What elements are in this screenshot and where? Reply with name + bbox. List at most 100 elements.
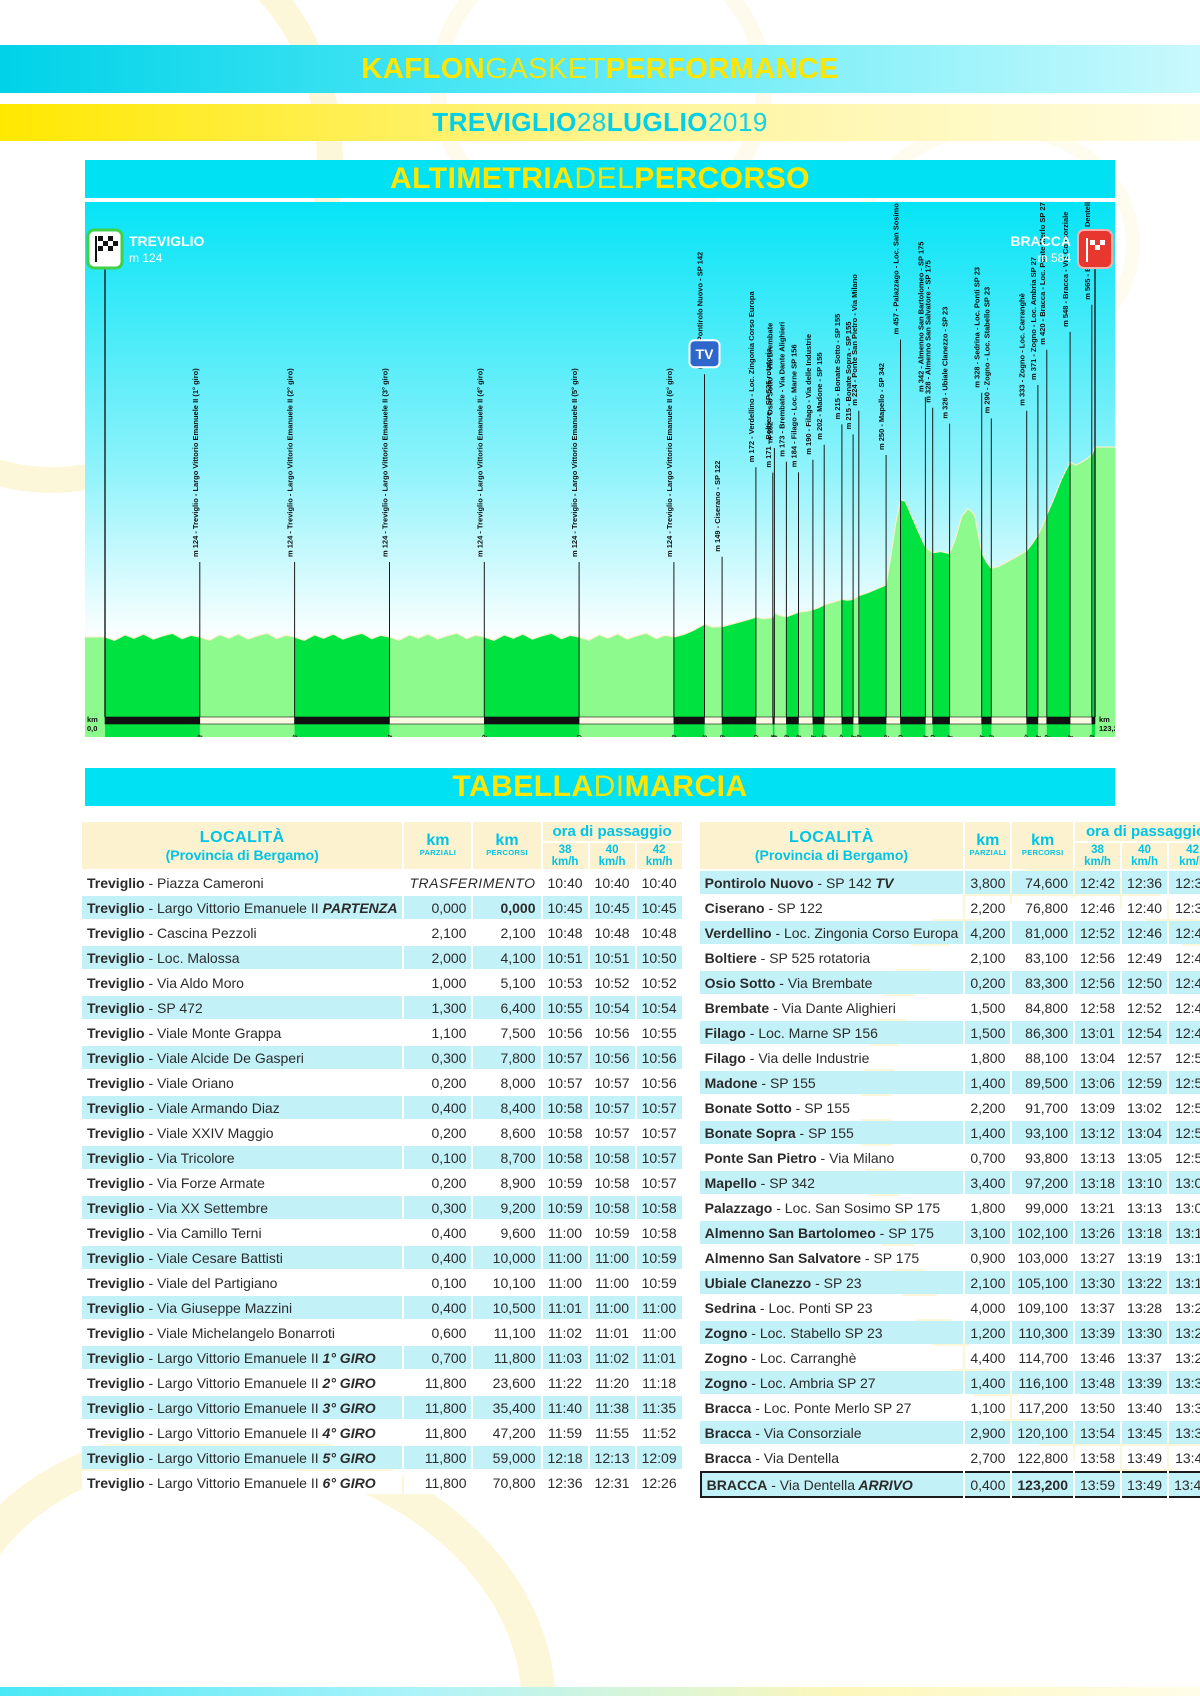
place-name: Treviglio	[87, 949, 145, 966]
place-name: Verdellino	[704, 924, 772, 941]
passage-time-cell: 10:58	[589, 1196, 635, 1219]
table-row: Treviglio - Viale Cesare Battisti 0,400 10…	[82, 1246, 682, 1269]
svg-text:m 290 - Zogno - Loc. Stabello: m 290 - Zogno - Loc. Stabello SP 23	[982, 287, 991, 414]
table-row: Ponte San Pietro - Via Milano 0,700 93,800…	[699, 1146, 1200, 1169]
km-percorsi-cell: 105,100	[1012, 1271, 1073, 1294]
passage-time-cell: 12:46	[1074, 896, 1121, 919]
table-row: Treviglio - Viale del Partigiano 0,100 10,…	[82, 1271, 682, 1294]
passage-time-cell: 10:57	[542, 1071, 588, 1094]
place-name: Palazzago	[704, 1199, 773, 1216]
table-row: Treviglio - Viale Alcide De Gasperi 0,300…	[82, 1046, 682, 1069]
table-row: Treviglio - Via Camillo Terni 0,400 9,600 1…	[82, 1221, 682, 1244]
passage-time-cell: 12:46	[1122, 921, 1168, 944]
place-name: Zogno	[704, 1349, 748, 1366]
km-parziali-cell: 2,100	[404, 921, 472, 944]
place-name: Treviglio	[87, 1324, 145, 1341]
passage-time-cell: 10:40	[636, 871, 682, 894]
place-name: Treviglio	[87, 1349, 145, 1366]
passage-time-cell: 10:57	[636, 1096, 682, 1119]
svg-text:m 124 - Treviglio - Largo Vitt: m 124 - Treviglio - Largo Vittorio Emanu…	[475, 368, 484, 557]
passage-time-cell: 10:45	[636, 896, 682, 919]
event-year: 2019	[707, 107, 768, 137]
km-parziali-cell: 0,600	[404, 1321, 472, 1344]
place-note: 6° GIRO	[318, 1474, 376, 1491]
svg-text:81,0: 81,0	[749, 734, 761, 737]
passage-time-cell: 11:00	[589, 1296, 635, 1319]
col-header-ora: ora di passaggio	[542, 822, 682, 841]
passage-time-cell: 11:01	[589, 1321, 635, 1344]
svg-text:m 172 - Verdellino - Loc. Zing: m 172 - Verdellino - Loc. Zingonia Corso…	[747, 291, 756, 463]
passage-time-cell: 13:26	[1074, 1221, 1121, 1244]
table-row: Almenno San Salvatore - SP 175 0,900 103,0…	[699, 1246, 1200, 1269]
locality-cell: Treviglio - Largo Vittorio Emanuele II P…	[82, 896, 403, 919]
svg-text:m 328 - Almenno San Salvatore: m 328 - Almenno San Salvatore - SP 175	[924, 260, 933, 403]
locality-cell: BRACCA - Via Dentella ARRIVO	[699, 1471, 964, 1498]
place-name: Treviglio	[87, 1099, 145, 1116]
svg-text:109,1: 109,1	[973, 734, 986, 737]
passage-time-cell: 12:09	[636, 1446, 682, 1469]
km-parziali-cell: 3,400	[965, 1171, 1011, 1194]
place-note: ARRIVO	[855, 1476, 913, 1493]
locality-cell: Treviglio - Loc. Malossa	[82, 946, 403, 969]
table-row: Treviglio - Cascina Pezzoli 2,100 2,100 10:…	[82, 921, 682, 944]
km-percorsi-cell: 6,400	[473, 996, 541, 1019]
locality-cell: Treviglio - SP 472	[82, 996, 403, 1019]
passage-time-cell: 11:52	[636, 1421, 682, 1444]
km-parziali-cell: 2,100	[965, 1271, 1011, 1294]
passage-time-cell: 10:58	[542, 1096, 588, 1119]
table-row: Treviglio - Via Forze Armate 0,200 8,900 10…	[82, 1171, 682, 1194]
passage-time-cell: 10:40	[542, 871, 588, 894]
svg-text:TREVIGLIO: TREVIGLIO	[129, 233, 205, 249]
km-parziali-cell: 0,400	[404, 1246, 472, 1269]
passage-time-cell: 13:18	[1122, 1221, 1168, 1244]
place-name: Almenno San Bartolomeo	[704, 1224, 876, 1241]
km-parziali-label: PARZIALI	[969, 848, 1007, 857]
km-percorsi-cell: 23,600	[473, 1371, 541, 1394]
km-parziali-cell: 1,400	[965, 1071, 1011, 1094]
locality-cell: Filago - Via delle Industrie	[699, 1046, 964, 1069]
locality-cell: Treviglio - Largo Vittorio Emanuele II 6…	[82, 1471, 403, 1494]
passage-time-cell: 10:45	[589, 896, 635, 919]
svg-text:m 326 - Ubiale Clanezzo - SP 2: m 326 - Ubiale Clanezzo - SP 23	[941, 307, 950, 419]
passage-time-cell: 10:55	[542, 996, 588, 1019]
km-parziali-cell: 1,300	[404, 996, 472, 1019]
col-header-38kmh: 38 km/h	[1074, 843, 1121, 869]
timetable-title-1: TABELLA	[452, 770, 594, 803]
passage-time-cell: 13:58	[1074, 1446, 1121, 1469]
locality-cell: Treviglio - Via Tricolore	[82, 1146, 403, 1169]
table-row: Treviglio - Via Giuseppe Mazzini 0,400 10,…	[82, 1296, 682, 1319]
passage-time-cell: 10:59	[542, 1196, 588, 1219]
altimetry-section-header: ALTIMETRIADELPERCORSO	[85, 160, 1115, 198]
event-city: TREVIGLIO	[432, 107, 577, 137]
event-month: LUGLIO	[606, 107, 708, 137]
svg-text:m 584: m 584	[1038, 251, 1072, 265]
km-parziali-cell: 4,200	[965, 921, 1011, 944]
place-name: Ubiale Clanezzo	[704, 1274, 812, 1291]
passage-time-cell: 13:36	[1169, 1421, 1200, 1444]
locality-cell: Bracca - Via Dentella	[699, 1446, 964, 1469]
passage-time-cell: 11:20	[589, 1371, 635, 1394]
locality-cell: Treviglio - Via Camillo Terni	[82, 1221, 403, 1244]
table-row: Filago - Loc. Marne SP 156 1,500 86,300 13:…	[699, 1021, 1200, 1044]
km-percorsi-cell: 9,600	[473, 1221, 541, 1244]
table-row: Boltiere - SP 525 rotatoria 2,100 83,100 12…	[699, 946, 1200, 969]
svg-text:83,3: 83,3	[768, 734, 780, 737]
table-row: Treviglio - Largo Vittorio Emanuele II P…	[82, 896, 682, 919]
svg-text:TV: TV	[696, 346, 715, 362]
passage-time-cell: 10:48	[542, 921, 588, 944]
passage-time-cell: 13:10	[1122, 1171, 1168, 1194]
passage-time-cell: 10:40	[589, 871, 635, 894]
km-parziali-cell: 0,400	[404, 1296, 472, 1319]
km-parziali-cell: 1,800	[965, 1196, 1011, 1219]
locality-cell: Treviglio - Viale Michelangelo Bonarroti	[82, 1321, 403, 1344]
km-parziali-cell: 3,800	[965, 871, 1011, 894]
passage-time-cell: 11:00	[542, 1221, 588, 1244]
km-parziali-cell: 11,800	[404, 1471, 472, 1494]
passage-time-cell: 13:21	[1074, 1196, 1121, 1219]
passage-time-cell: 10:52	[589, 971, 635, 994]
passage-time-cell: 13:15	[1169, 1271, 1200, 1294]
passage-time-cell: 13:01	[1074, 1021, 1121, 1044]
locality-cell: Brembate - Via Dante Alighieri	[699, 996, 964, 1019]
timetable-left-header: LOCALITÀ (Provincia di Bergamo) km PARZI…	[82, 822, 682, 869]
km-parziali-cell: 11,800	[404, 1421, 472, 1444]
